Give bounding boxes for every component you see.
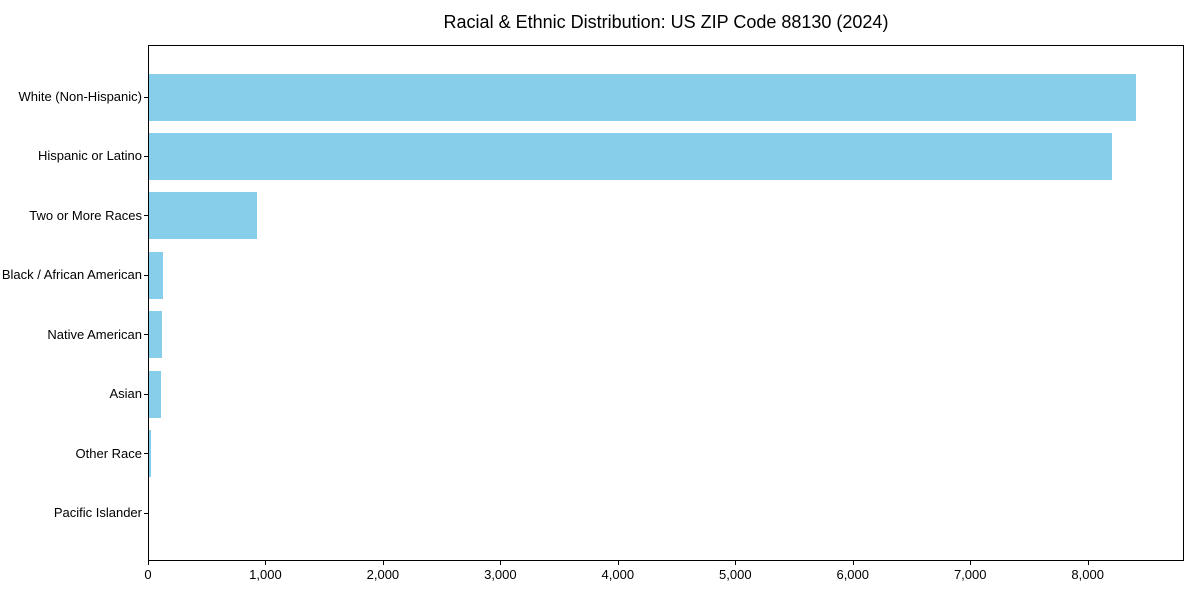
y-tick-label: Black / African American [1, 267, 142, 283]
x-tick-mark [970, 561, 972, 565]
bar [149, 132, 1113, 180]
bar [149, 311, 162, 359]
y-tick-mark [144, 453, 148, 455]
x-tick-label: 8,000 [1071, 567, 1104, 582]
x-tick-label: 2,000 [366, 567, 400, 582]
y-tick-label: Native American [47, 326, 142, 342]
x-tick-label: 7,000 [953, 567, 987, 582]
bar [149, 430, 152, 478]
x-tick-mark [735, 561, 737, 565]
bar [149, 73, 1136, 121]
x-tick-label: 0 [144, 567, 152, 582]
y-tick-label: Two or More Races [29, 207, 142, 223]
x-tick-label: 1,000 [249, 567, 282, 582]
x-tick-label: 4,000 [601, 567, 635, 582]
x-tick-label: 3,000 [484, 567, 517, 582]
y-tick-mark [144, 274, 148, 276]
x-tick-mark [148, 561, 149, 565]
y-tick-mark [144, 334, 148, 336]
bar [149, 370, 161, 418]
x-tick-mark [852, 561, 854, 565]
y-tick-mark [144, 155, 148, 157]
y-tick-mark [144, 512, 148, 514]
y-tick-label: Other Race [75, 445, 142, 461]
plot-area [148, 45, 1184, 561]
x-tick-label: 6,000 [836, 567, 870, 582]
y-tick-mark [144, 215, 148, 217]
bar [149, 192, 258, 240]
y-tick-label: Pacific Islander [53, 505, 142, 520]
x-tick-mark [382, 561, 384, 565]
x-tick-mark [1087, 561, 1089, 565]
chart-title: Racial & Ethnic Distribution: US ZIP Cod… [443, 12, 889, 32]
bar [149, 251, 164, 299]
y-tick-mark [144, 96, 148, 98]
y-tick-label: Asian [109, 386, 142, 402]
y-tick-label: White (Non-Hispanic) [18, 89, 142, 104]
x-tick-mark [617, 561, 619, 565]
x-tick-mark [500, 561, 502, 565]
y-tick-mark [144, 393, 148, 395]
y-tick-label: Hispanic or Latino [37, 148, 142, 164]
x-tick-mark [265, 561, 267, 565]
x-tick-label: 5,000 [719, 567, 752, 582]
